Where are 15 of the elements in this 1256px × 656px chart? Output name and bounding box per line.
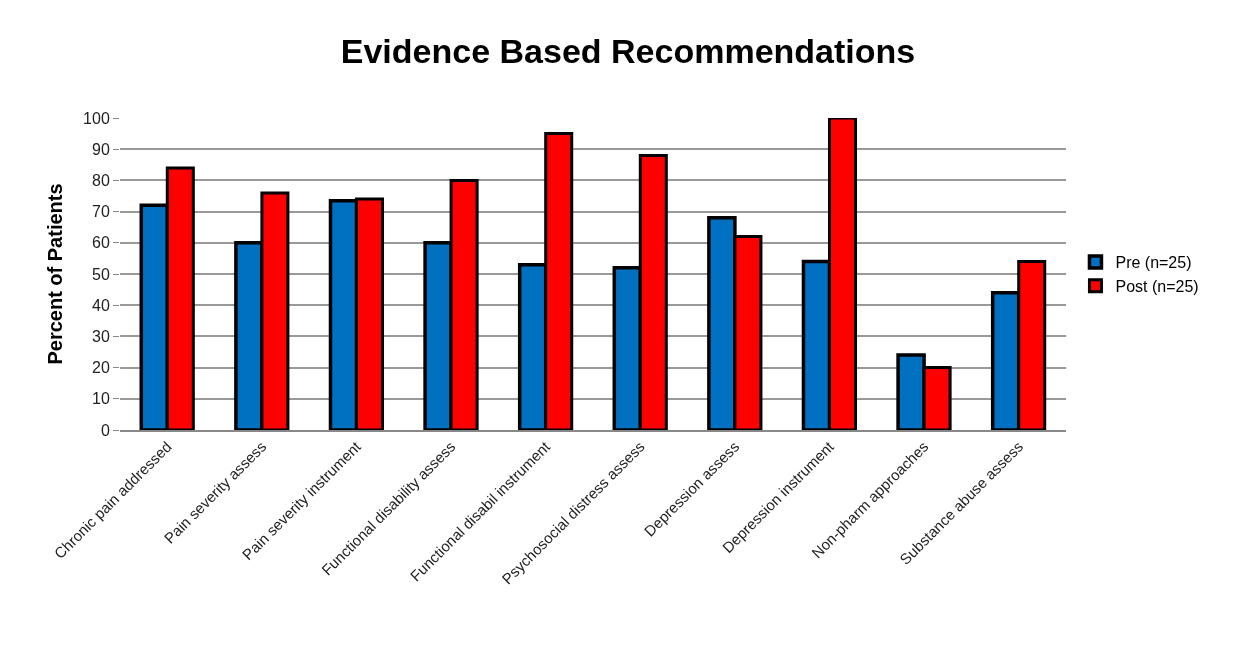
y-tick-label: 90 bbox=[92, 140, 110, 158]
chart-title: Evidence Based Recommendations bbox=[340, 32, 916, 71]
y-tick-label: 20 bbox=[92, 359, 110, 377]
y-tick-label: 70 bbox=[92, 203, 110, 221]
y-tick-label: 80 bbox=[92, 172, 110, 189]
y-tick-label: 0 bbox=[100, 421, 110, 439]
y-tick-label: 60 bbox=[92, 234, 110, 252]
y-tick-label: 40 bbox=[92, 296, 110, 314]
y-axis-title: Percent of Patients bbox=[43, 183, 66, 365]
legend-label: Post (n=25) bbox=[1115, 277, 1199, 295]
y-tick-label: 100 bbox=[83, 109, 110, 127]
legend-label: Pre (n=25) bbox=[1115, 254, 1192, 272]
y-tick-label: 50 bbox=[92, 265, 110, 283]
y-tick-label: 30 bbox=[92, 328, 110, 345]
y-tick-label: 10 bbox=[92, 390, 110, 408]
